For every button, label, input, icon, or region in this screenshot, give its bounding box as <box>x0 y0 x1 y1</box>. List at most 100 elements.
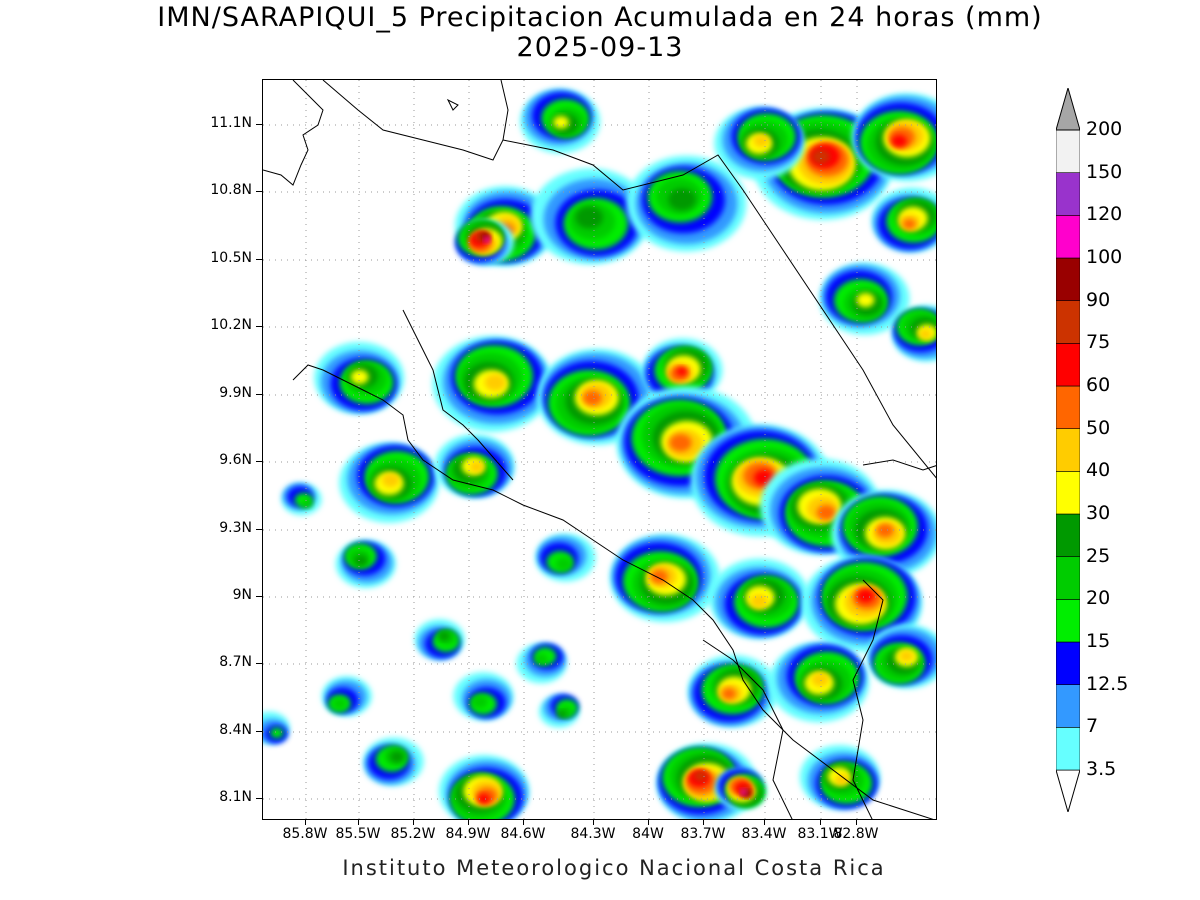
precip-contour <box>353 555 368 567</box>
y-tick-label: 8.7N <box>219 654 252 670</box>
y-tick-label: 8.4N <box>219 722 252 738</box>
x-tick <box>856 820 857 825</box>
colorbar-label: 75 <box>1086 331 1111 354</box>
y-tick <box>256 731 262 732</box>
x-tick <box>764 820 765 825</box>
colorbar-swatch <box>1056 172 1080 216</box>
precip-contour <box>575 206 604 229</box>
precip-contour <box>477 793 491 804</box>
x-tick-label: 84.3W <box>570 826 616 842</box>
y-tick <box>256 529 262 530</box>
colorbar <box>1056 88 1080 812</box>
x-tick <box>413 820 414 825</box>
x-tick-label: 83.7W <box>680 826 726 842</box>
map-canvas <box>263 80 936 819</box>
colorbar-label: 100 <box>1086 246 1123 268</box>
x-tick-label: 85.2W <box>390 826 436 842</box>
y-tick <box>256 596 262 597</box>
y-tick-label: 9.3N <box>219 520 252 536</box>
colorbar-label: 200 <box>1086 118 1123 140</box>
x-tick <box>703 820 704 825</box>
colorbar-max-arrow <box>1056 88 1080 131</box>
colorbar-label: 150 <box>1086 160 1123 183</box>
precip-contour <box>438 631 450 641</box>
y-tick-label: 10.8N <box>210 182 252 198</box>
precip-contour <box>557 710 567 718</box>
precip-contour <box>834 773 850 786</box>
y-tick-label: 9.9N <box>219 385 252 401</box>
colorbar-label: 12.5 <box>1086 672 1129 695</box>
precip-contour <box>816 505 836 521</box>
x-tick-label: 85.5W <box>335 826 381 842</box>
precip-contour <box>483 236 491 243</box>
precipitation-map <box>262 79 937 820</box>
precip-contour <box>919 329 932 339</box>
colorbar-swatch <box>1056 215 1080 259</box>
precip-contour <box>534 653 549 665</box>
precip-contour <box>856 292 875 308</box>
precip-contour <box>390 751 404 763</box>
x-tick <box>305 820 306 825</box>
colorbar-swatch <box>1056 300 1080 344</box>
colorbar-label: 20 <box>1086 587 1111 610</box>
precip-contour <box>555 557 572 571</box>
precip-contour <box>669 433 692 452</box>
colorbar-swatch <box>1056 343 1080 387</box>
y-tick <box>256 326 262 327</box>
precip-contour <box>753 134 770 148</box>
precip-contour <box>471 695 488 709</box>
y-tick <box>256 461 262 462</box>
x-tick <box>523 820 524 825</box>
colorbar-min-arrow <box>1056 769 1080 812</box>
precip-contour <box>740 789 747 796</box>
colorbar-swatch <box>1056 684 1080 728</box>
precip-contour <box>583 390 602 406</box>
x-tick-label: 84.6W <box>500 826 546 842</box>
colorbar-label: 60 <box>1086 374 1111 396</box>
x-tick-label: 84.9W <box>445 826 491 842</box>
precip-contour <box>270 727 284 739</box>
colorbar-swatch <box>1056 129 1080 173</box>
x-tick <box>648 820 649 825</box>
colorbar-label: 120 <box>1086 203 1123 226</box>
colorbar-label: 50 <box>1086 416 1111 439</box>
y-tick-label: 10.5N <box>210 250 252 266</box>
precip-contour <box>676 366 688 377</box>
precip-contour <box>350 369 369 385</box>
precip-contour <box>332 698 347 709</box>
colorbar-label: 25 <box>1086 544 1111 567</box>
y-tick <box>256 394 262 395</box>
y-tick <box>256 798 262 799</box>
precip-contour <box>553 115 570 129</box>
chart-title: IMN/SARAPIQUI_5 Precipitacion Acumulada … <box>157 2 1043 33</box>
precip-contour <box>811 672 830 687</box>
y-tick-label: 9.6N <box>219 452 252 468</box>
precip-contour <box>694 770 708 782</box>
x-tick-label: 82.8W <box>833 826 879 842</box>
y-tick-label: 10.2N <box>210 317 252 333</box>
x-tick <box>820 820 821 825</box>
colorbar-label: 90 <box>1086 288 1111 311</box>
y-tick <box>256 124 262 125</box>
precip-contour <box>876 523 894 538</box>
colorbar-swatch <box>1056 599 1080 643</box>
colorbar-swatch <box>1056 471 1080 515</box>
footer-credit: Instituto Meteorologico Nacional Costa R… <box>342 856 886 880</box>
colorbar-label: 30 <box>1086 502 1111 524</box>
precip-contour <box>381 473 400 488</box>
precip-contour <box>891 134 908 148</box>
y-tick-label: 8.1N <box>219 789 252 805</box>
colorbar-swatch <box>1056 641 1080 685</box>
precip-contour <box>721 688 737 700</box>
x-tick <box>468 820 469 825</box>
colorbar-label: 15 <box>1086 630 1111 652</box>
colorbar-swatch <box>1056 385 1080 429</box>
colorbar-label: 7 <box>1086 715 1099 738</box>
colorbar-swatch <box>1056 428 1080 472</box>
x-tick-label: 83.1W <box>797 826 843 842</box>
precip-contour <box>484 374 506 392</box>
colorbar-swatch <box>1056 257 1080 301</box>
x-tick-label: 84W <box>632 826 664 842</box>
precip-contour <box>899 650 914 662</box>
precip-contour <box>469 461 484 473</box>
